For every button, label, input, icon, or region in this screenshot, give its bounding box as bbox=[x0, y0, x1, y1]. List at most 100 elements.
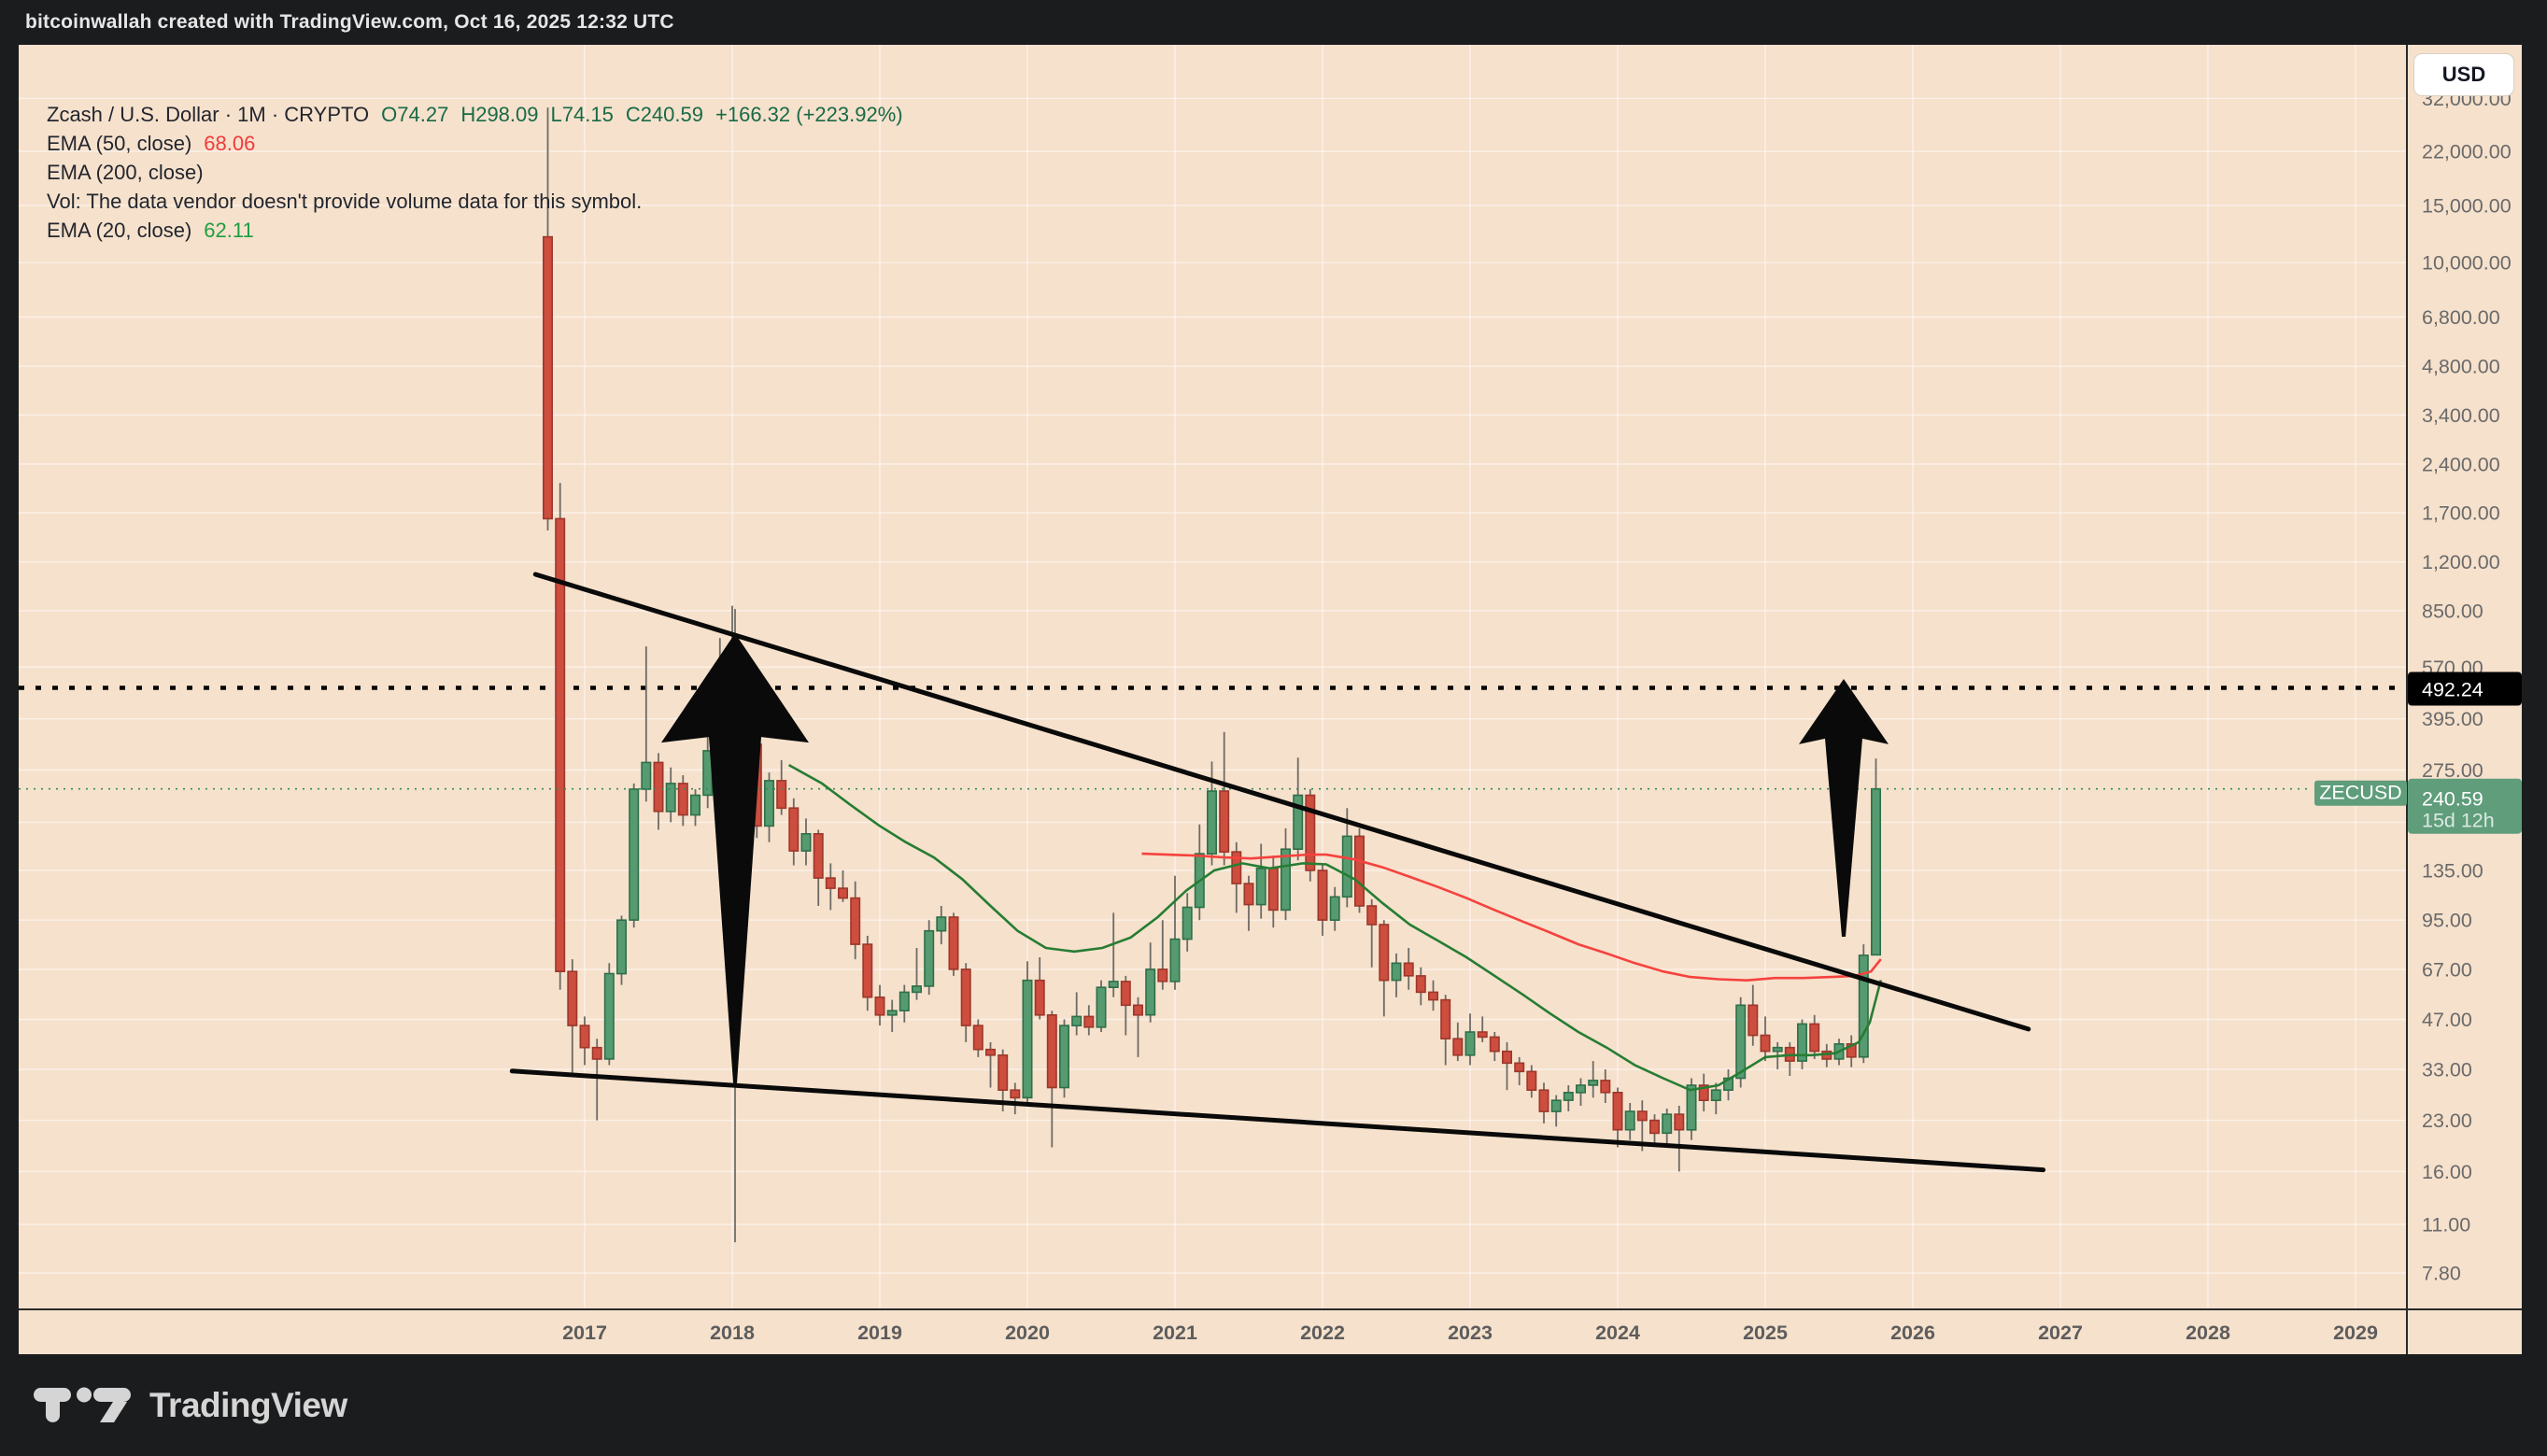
candle-body bbox=[1710, 1089, 1721, 1101]
price-tick-label: 67.00 bbox=[2422, 958, 2472, 981]
candle-body bbox=[1243, 883, 1254, 906]
price-tick-label: 7.80 bbox=[2422, 1263, 2461, 1285]
indicator-name: Vol: The data vendor doesn't provide vol… bbox=[47, 190, 643, 213]
candle-body bbox=[1379, 924, 1390, 982]
candle-body bbox=[1010, 1089, 1021, 1099]
candle-body bbox=[1034, 979, 1045, 1016]
legend-indicator-ema200[interactable]: EMA (200, close) bbox=[47, 161, 903, 190]
candle-body bbox=[985, 1048, 997, 1056]
price-tick-label: 22,000.00 bbox=[2422, 141, 2512, 163]
watermark-text: bitcoinwallah created with TradingView.c… bbox=[25, 11, 674, 33]
candle-body bbox=[1428, 991, 1439, 1001]
candle-body bbox=[591, 1046, 602, 1060]
candle-body bbox=[1071, 1015, 1082, 1027]
candle-body bbox=[886, 1010, 898, 1016]
candle-body bbox=[1022, 979, 1033, 1099]
indicator-value: 68.06 bbox=[204, 132, 256, 155]
candle-body bbox=[1772, 1046, 1783, 1053]
candle-body bbox=[1600, 1080, 1611, 1094]
alert-price-badge-label: 492.24 bbox=[2422, 679, 2483, 701]
legend-indicator-ema50[interactable]: EMA (50, close) 68.06 bbox=[47, 132, 903, 161]
candle-body bbox=[1231, 851, 1242, 884]
candle-body bbox=[998, 1054, 1009, 1092]
candle-body bbox=[1157, 968, 1168, 982]
candle-body bbox=[1341, 835, 1352, 898]
candle-body bbox=[677, 783, 688, 816]
candle-body bbox=[1636, 1110, 1648, 1122]
candle-body bbox=[1415, 975, 1426, 994]
candle-body bbox=[899, 991, 910, 1012]
candle-body bbox=[1502, 1050, 1513, 1065]
symbol-title: Zcash / U.S. Dollar · 1M · CRYPTO bbox=[47, 103, 370, 126]
price-tick-label: 33.00 bbox=[2422, 1059, 2472, 1081]
ema-50-line bbox=[1141, 852, 1882, 982]
price-tick-label: 1,200.00 bbox=[2422, 551, 2500, 573]
candle-body bbox=[1649, 1119, 1661, 1135]
candle-body bbox=[1588, 1080, 1599, 1086]
candle-body bbox=[874, 996, 885, 1016]
candle-body bbox=[1797, 1023, 1808, 1062]
brand-name: TradingView bbox=[149, 1385, 347, 1424]
price-tick-label: 2,400.00 bbox=[2422, 453, 2500, 475]
year-label: 2029 bbox=[2333, 1322, 2378, 1344]
candle-body bbox=[1182, 906, 1193, 940]
legend: Zcash / U.S. Dollar · 1M · CRYPTO O74.27… bbox=[47, 103, 903, 247]
candle-body bbox=[1612, 1092, 1623, 1131]
lower-trendline[interactable] bbox=[509, 1068, 2046, 1173]
candle-body bbox=[1255, 867, 1266, 906]
candle-body bbox=[1281, 848, 1292, 912]
price-tick-label: 275.00 bbox=[2422, 759, 2483, 782]
candle-body bbox=[1514, 1062, 1525, 1073]
footer-bar: TradingView bbox=[0, 1354, 2547, 1456]
ohlc-close: C240.59 bbox=[625, 103, 703, 126]
candle-body bbox=[1809, 1023, 1820, 1053]
price-tick-label: 4,800.00 bbox=[2422, 356, 2500, 378]
legend-indicator-ema20[interactable]: EMA (20, close) 62.11 bbox=[47, 219, 903, 247]
candle-body bbox=[972, 1025, 983, 1051]
year-label: 2020 bbox=[1005, 1322, 1050, 1344]
price-tick-label: 3,400.00 bbox=[2422, 404, 2500, 427]
legend-indicator-volume[interactable]: Vol: The data vendor doesn't provide vol… bbox=[47, 190, 903, 219]
candle-body bbox=[542, 235, 553, 520]
chart-panel: 32,000.00 22,000.00 15,000.00 10,000.00 6,80… bbox=[19, 45, 2522, 1354]
price-tick-label: 23.00 bbox=[2422, 1110, 2472, 1132]
candle-body bbox=[1489, 1036, 1500, 1053]
price-tick-label: 11.00 bbox=[2422, 1214, 2470, 1237]
candle-body bbox=[1120, 981, 1131, 1007]
up-arrow-drawing[interactable] bbox=[661, 633, 809, 1083]
candle-body bbox=[948, 916, 959, 970]
price-tick-label: 47.00 bbox=[2422, 1009, 2472, 1031]
candle-body bbox=[776, 780, 787, 810]
candle-body bbox=[1735, 1004, 1747, 1080]
year-label: 2021 bbox=[1153, 1322, 1197, 1344]
candle-body bbox=[1133, 1004, 1144, 1016]
candle-body bbox=[1538, 1089, 1549, 1112]
year-label: 2027 bbox=[2038, 1322, 2083, 1344]
candle-body bbox=[641, 761, 652, 790]
ohlc-open: O74.27 bbox=[381, 103, 449, 126]
alert-price-badge[interactable] bbox=[2408, 671, 2522, 706]
candle-body bbox=[1698, 1084, 1709, 1102]
candle-body bbox=[1760, 1034, 1771, 1053]
ohlc-high: H298.09 bbox=[460, 103, 539, 126]
candle-body bbox=[1329, 896, 1340, 921]
candle-body bbox=[800, 832, 812, 852]
candle-body bbox=[1550, 1099, 1562, 1112]
year-label: 2018 bbox=[710, 1322, 755, 1344]
candle-body bbox=[1267, 867, 1279, 912]
indicator-name: EMA (20, close) bbox=[47, 219, 192, 242]
chart-plot-area[interactable]: 32,000.0022,000.0015,000.0010,000.006,80… bbox=[19, 45, 2522, 1354]
candle-body bbox=[1207, 790, 1218, 855]
candle-body bbox=[1686, 1084, 1697, 1131]
candle-body bbox=[813, 832, 824, 879]
candle-body bbox=[924, 929, 935, 987]
year-label: 2024 bbox=[1595, 1322, 1640, 1344]
upper-trendline[interactable] bbox=[532, 572, 2031, 1032]
currency-toggle-button[interactable]: USD bbox=[2413, 53, 2514, 96]
tradingview-link[interactable]: TradingView bbox=[34, 1386, 347, 1425]
legend-symbol-row[interactable]: Zcash / U.S. Dollar · 1M · CRYPTO O74.27… bbox=[47, 103, 903, 132]
year-label: 2019 bbox=[857, 1322, 902, 1344]
year-label: 2017 bbox=[562, 1322, 607, 1344]
candle-body bbox=[1846, 1043, 1857, 1058]
up-arrow-drawing[interactable] bbox=[1799, 679, 1889, 937]
